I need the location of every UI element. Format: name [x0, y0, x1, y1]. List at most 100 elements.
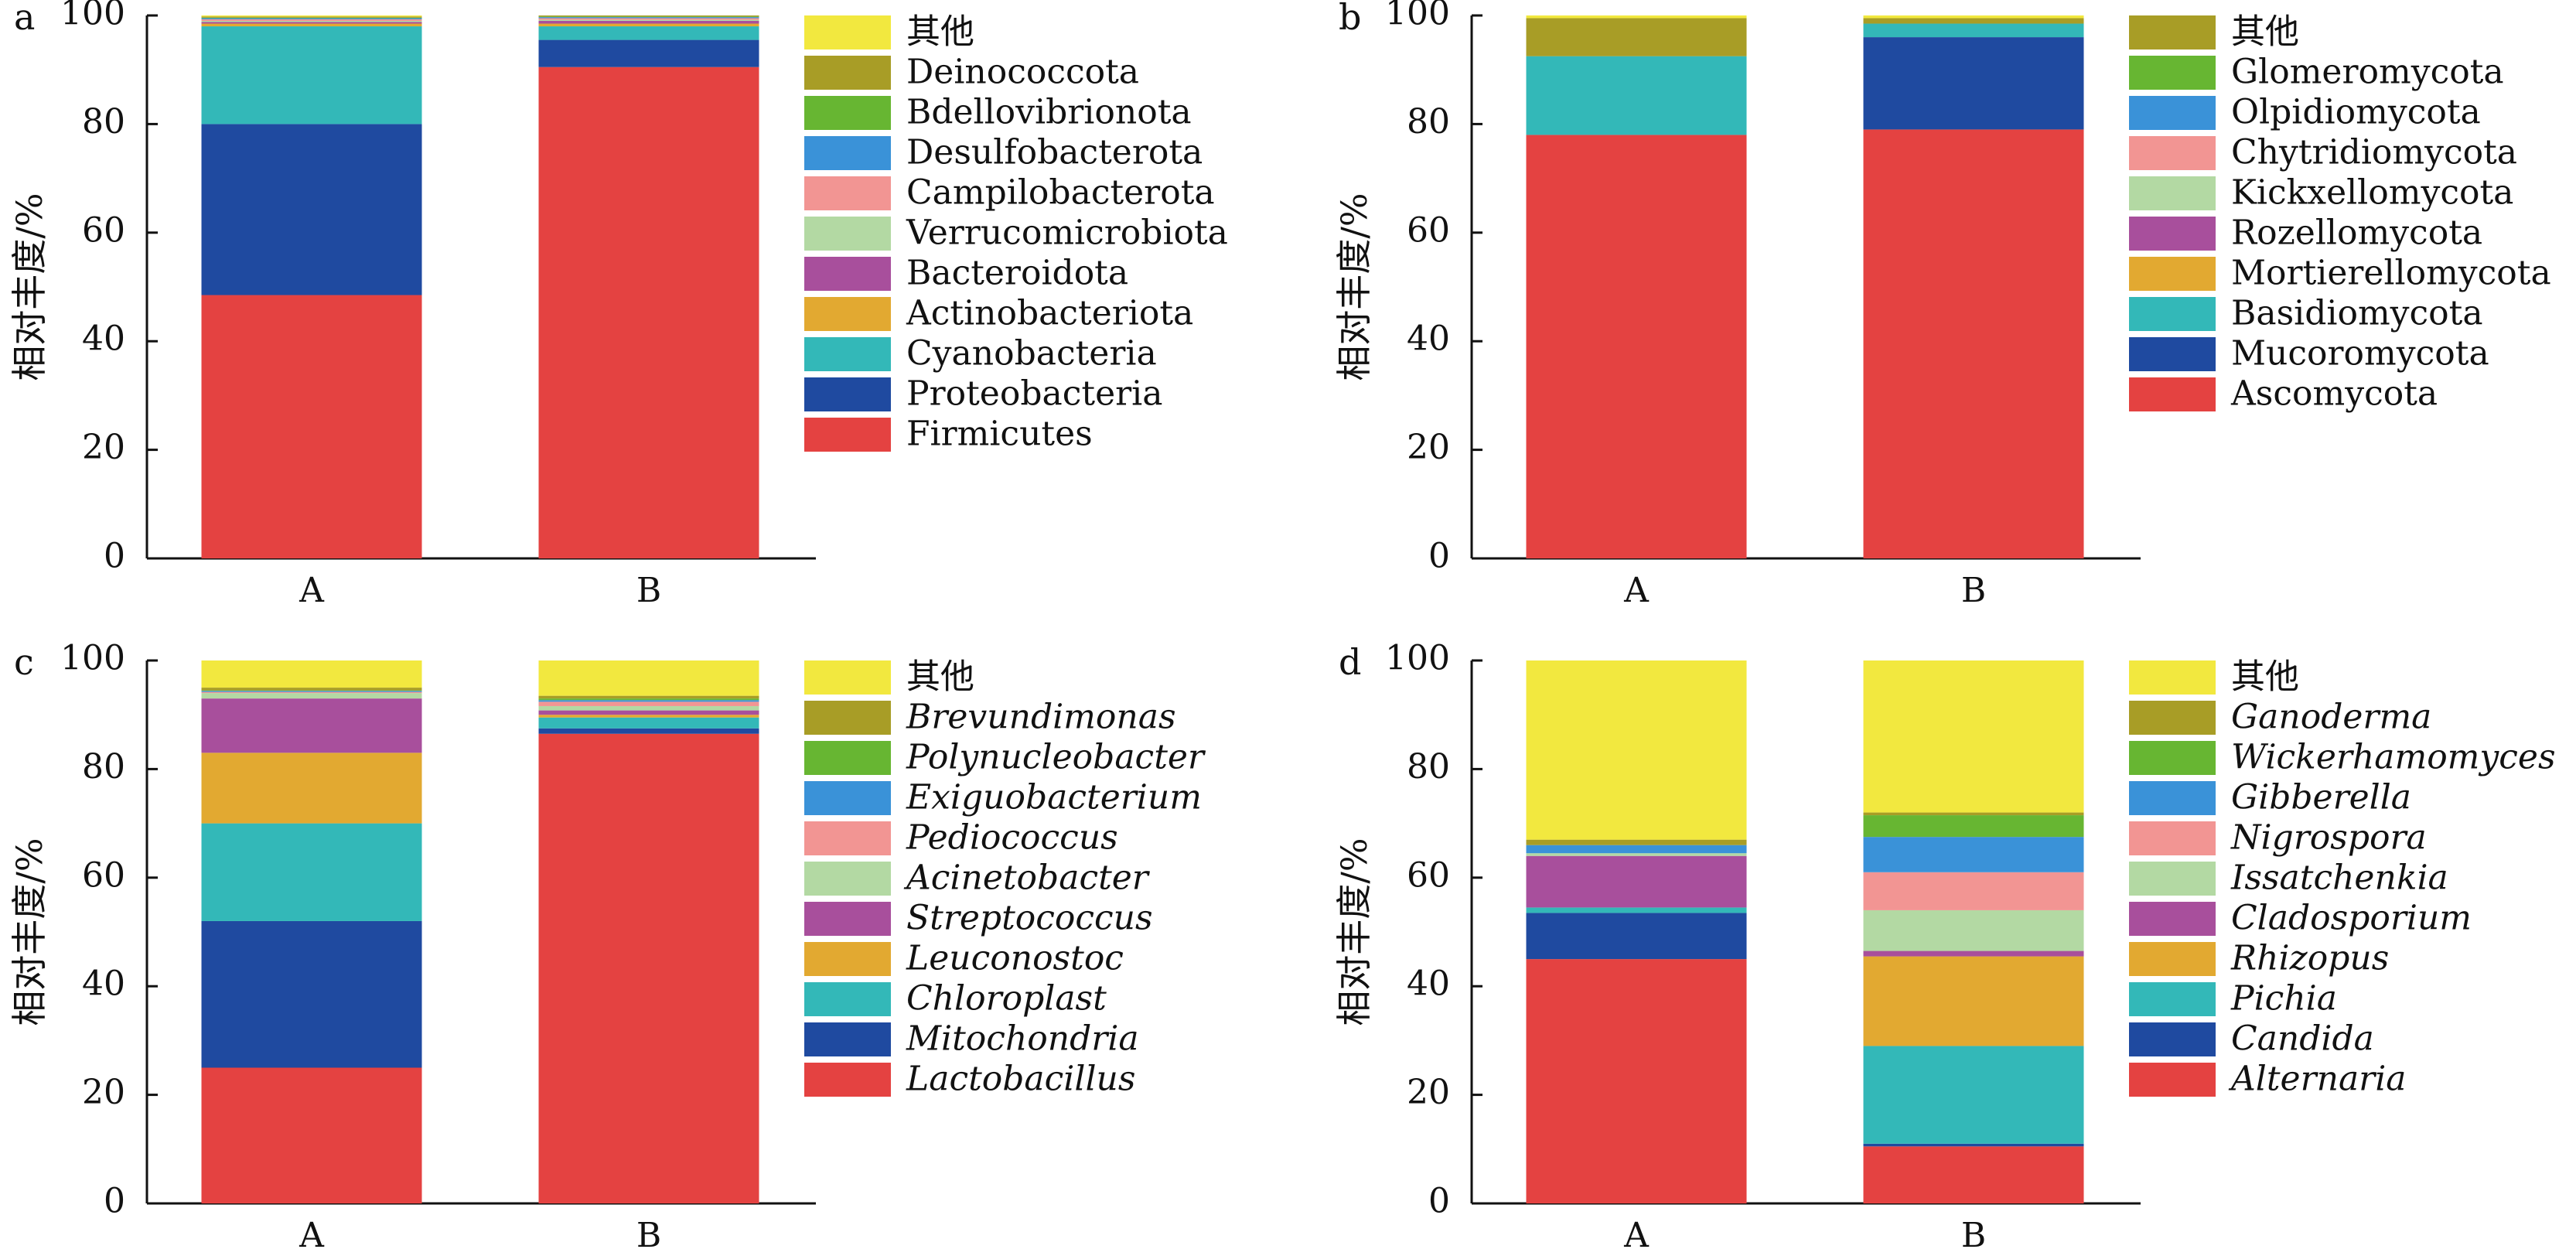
bar-segment-B-10 [1863, 660, 2084, 813]
legend-label: 其他 [906, 12, 974, 52]
legend-swatch [2129, 337, 2216, 371]
legend-swatch [804, 176, 891, 210]
legend-label: Gibberella [2231, 778, 2411, 817]
y-tick-label: 40 [82, 319, 125, 359]
legend-swatch [804, 1063, 891, 1097]
y-axis-label: 相对丰度/% [1333, 838, 1375, 1026]
y-tick-label: 20 [1407, 1073, 1450, 1112]
legend-label: Rhizopus [2230, 939, 2389, 978]
legend-swatch [804, 15, 891, 49]
bar-segment-B-5 [538, 19, 759, 22]
legend-swatch [2129, 297, 2216, 331]
legend-swatch [804, 377, 891, 411]
bar-segment-A-10 [1526, 15, 1747, 19]
bar-segment-B-3 [538, 715, 759, 718]
y-tick-label: 100 [60, 639, 125, 678]
bar-segment-A-3 [201, 23, 422, 27]
bar-segment-A-2 [201, 823, 422, 921]
legend-swatch [804, 136, 891, 170]
x-tick-label-B: B [636, 1216, 661, 1255]
y-tick-label: 0 [104, 1182, 125, 1221]
bar-segment-A-4 [201, 698, 422, 753]
legend-label: Leuconostoc [906, 939, 1124, 978]
y-tick-label: 40 [1407, 964, 1450, 1004]
legend-label: Exiguobacterium [906, 778, 1202, 817]
y-tick-label: 80 [82, 102, 125, 142]
legend-swatch [2129, 942, 2216, 976]
bar-segment-B-2 [538, 717, 759, 729]
bar-segment-B-2 [538, 26, 759, 40]
bar-segment-A-5 [201, 21, 422, 22]
legend-swatch [804, 821, 891, 855]
legend-swatch [804, 660, 891, 695]
y-tick-label: 20 [1407, 428, 1450, 467]
legend-swatch [804, 781, 891, 815]
bar-segment-B-10 [538, 660, 759, 696]
bar-segment-B-0 [538, 733, 759, 1203]
bar-segment-B-2 [1863, 1046, 2084, 1144]
bar-segment-B-3 [1863, 956, 2084, 1046]
legend-label: Chloroplast [906, 979, 1107, 1019]
legend-label: Cladosporium [2231, 899, 2472, 938]
y-tick-label: 60 [82, 210, 125, 250]
legend-label: Wickerhamomyces [2231, 738, 2556, 777]
legend-swatch [2129, 96, 2216, 130]
x-tick-label-B: B [1961, 571, 1986, 610]
legend-label: Pediococcus [906, 818, 1118, 858]
x-tick-label-B: B [636, 571, 661, 610]
bar-segment-B-5 [538, 705, 759, 711]
legend-swatch [804, 741, 891, 775]
legend-swatch [804, 96, 891, 130]
legend-swatch [2129, 176, 2216, 210]
legend-label: Desulfobacterota [906, 133, 1203, 172]
bar-segment-B-9 [1863, 812, 2084, 816]
legend-label: Issatchenkia [2230, 858, 2448, 898]
legend-label: Bacteroidota [906, 254, 1128, 293]
y-tick-label: 20 [82, 428, 125, 467]
bar-segment-B-4 [538, 21, 759, 24]
y-tick-label: 40 [1407, 319, 1450, 359]
bar-segment-A-2 [1526, 907, 1747, 913]
bar-segment-A-5 [1526, 853, 1747, 856]
bar-segment-A-7 [1526, 845, 1747, 854]
legend-swatch [804, 902, 891, 936]
legend-swatch [2129, 257, 2216, 291]
bar-segment-A-0 [201, 295, 422, 558]
bar-segment-A-9 [201, 688, 422, 691]
bar-segment-B-6 [538, 18, 759, 20]
legend-swatch [2129, 781, 2216, 815]
y-tick-label: 60 [1407, 855, 1450, 895]
legend-swatch [804, 217, 891, 251]
bar-segment-A-1 [1526, 913, 1747, 960]
bar-segment-B-4 [538, 710, 759, 715]
y-tick-label: 80 [1407, 102, 1450, 142]
legend-label: Alternaria [2228, 1060, 2407, 1099]
legend-label: Ascomycota [2230, 374, 2438, 414]
legend-label: Kickxellomycota [2231, 173, 2513, 213]
x-tick-label-A: A [299, 1216, 325, 1255]
legend-swatch [2129, 136, 2216, 170]
bar-segment-B-9 [1863, 18, 2084, 24]
legend-label: Nigrospora [2230, 818, 2427, 858]
bar-segment-A-8 [201, 17, 422, 19]
bar-segment-B-0 [1863, 129, 2084, 559]
legend-swatch [804, 982, 891, 1016]
bar-segment-B-10 [1863, 15, 2084, 19]
legend-swatch [2129, 701, 2216, 735]
panel-b: b 相对丰度/% 0 20 40 60 80 100 A B 其他GlomeromycotaOlpi… [1333, 0, 2551, 610]
y-tick-label: 0 [1428, 1182, 1450, 1221]
legend-label: Brevundimonas [906, 698, 1176, 737]
x-tick-label-B: B [1961, 1216, 1986, 1255]
legend-swatch [2129, 15, 2216, 49]
bar-segment-B-7 [538, 700, 759, 702]
legend-label: Chytridiomycota [2231, 133, 2517, 172]
y-tick-label: 20 [82, 1073, 125, 1112]
bar-segment-B-0 [1863, 1146, 2084, 1203]
bar-segment-A-0 [1526, 135, 1747, 558]
legend-swatch [2129, 56, 2216, 90]
y-axis-label: 相对丰度/% [9, 838, 50, 1026]
legend-label: Glomeromycota [2231, 53, 2504, 92]
bar-segment-B-8 [1863, 815, 2084, 838]
bar-segment-B-1 [538, 728, 759, 734]
bar-segment-A-0 [201, 1067, 422, 1203]
